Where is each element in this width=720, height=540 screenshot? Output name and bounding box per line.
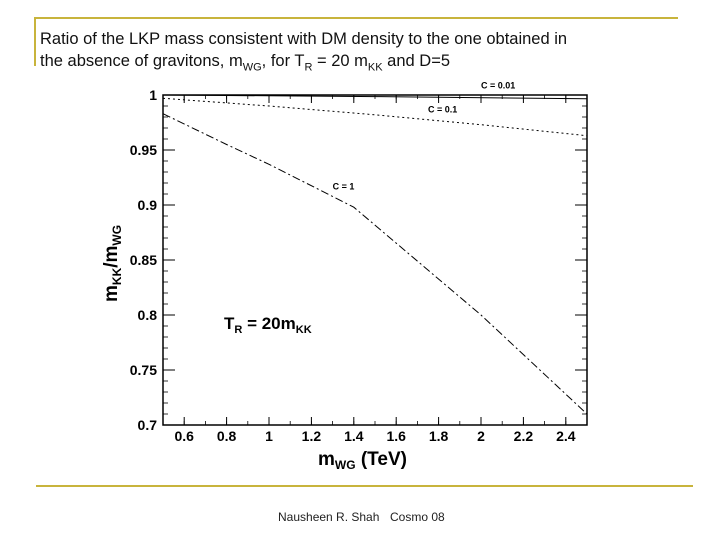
- series-line: [162, 97, 588, 137]
- title-text-post: and D=5: [382, 52, 451, 70]
- series-label: C = 1: [333, 181, 355, 191]
- series-line: [162, 94, 588, 100]
- y-axis-title-subscript2: WG: [110, 225, 124, 246]
- annotation-equals: = 20m: [242, 314, 295, 333]
- x-tick-label: 0.6: [174, 428, 194, 444]
- y-axis-title-base1: m: [101, 285, 122, 302]
- slide-title-line2: the absence of gravitons, mWG, for TR = …: [40, 50, 680, 78]
- y-tick-label: 0.8: [138, 307, 158, 323]
- annotation-subscript-r: R: [234, 324, 242, 336]
- title-decoration-vertical-rule: [34, 18, 36, 66]
- footer-event: Cosmo 08: [390, 510, 445, 524]
- x-axis-title-subscript: WG: [335, 458, 356, 472]
- x-tick-label: 1.6: [386, 428, 406, 444]
- slide-title-line1: Ratio of the LKP mass consistent with DM…: [40, 30, 568, 48]
- y-axis-title-separator: /m: [101, 246, 122, 268]
- series-label: C = 0.1: [428, 104, 457, 114]
- annotation-base: T: [224, 314, 235, 333]
- x-axis-title-units: (TeV): [356, 449, 407, 470]
- title-decoration-top-rule: [34, 17, 678, 19]
- y-tick-label: 0.7: [138, 417, 158, 433]
- title-text-pre: the absence of gravitons, m: [40, 52, 243, 70]
- title-subscript-kk: KK: [367, 61, 383, 74]
- y-tick-label: 0.85: [130, 252, 157, 268]
- plot-annotation: TR = 20mKK: [224, 314, 312, 336]
- y-tick-label: 0.95: [130, 142, 157, 158]
- y-tick-label: 0.75: [130, 362, 157, 378]
- x-tick-label: 1: [265, 428, 273, 444]
- chart: 0.6 0.8 1 1.2 1.4 1.6 1.8 2 2.2 2.4 0.7 0.75 0.8 0.8…: [101, 81, 588, 472]
- x-tick-label: 1.4: [344, 428, 364, 444]
- x-tick-label: 2.2: [514, 428, 534, 444]
- x-tick-label: 0.8: [217, 428, 237, 444]
- title-subscript-r: R: [304, 61, 313, 74]
- slide-title: Ratio of the LKP mass consistent with DM…: [40, 28, 680, 78]
- x-tick-label: 2: [477, 428, 485, 444]
- series-lines: [162, 94, 588, 415]
- footer-rule: [36, 485, 693, 487]
- x-tick-label: 1.8: [429, 428, 449, 444]
- y-ticks: 0.7 0.75 0.8 0.85 0.9 0.95 1: [130, 87, 587, 433]
- x-ticks: 0.6 0.8 1 1.2 1.4 1.6 1.8 2 2.2 2.4: [162, 95, 588, 444]
- series-line: [162, 113, 588, 415]
- x-axis-title-base: m: [318, 449, 335, 470]
- x-tick-label: 1.2: [302, 428, 322, 444]
- x-axis-title: mWG (TeV): [318, 449, 407, 472]
- y-tick-label: 0.9: [138, 197, 158, 213]
- y-axis-title: mKK/mWG: [101, 225, 124, 302]
- series-label: C = 0.01: [481, 81, 515, 91]
- y-axis-title-subscript1: KK: [110, 267, 124, 285]
- x-tick-label: 2.4: [556, 428, 576, 444]
- footer-author: Nausheen R. Shah: [278, 510, 380, 524]
- series-labels: C = 0.01 C = 0.1 C = 1: [333, 81, 516, 192]
- title-subscript-wg: WG: [242, 61, 262, 74]
- annotation-subscript-kk: KK: [296, 324, 312, 336]
- y-tick-label: 1: [149, 87, 157, 103]
- title-text-eq: = 20 m: [312, 52, 368, 70]
- title-text-mid: , for T: [261, 52, 305, 70]
